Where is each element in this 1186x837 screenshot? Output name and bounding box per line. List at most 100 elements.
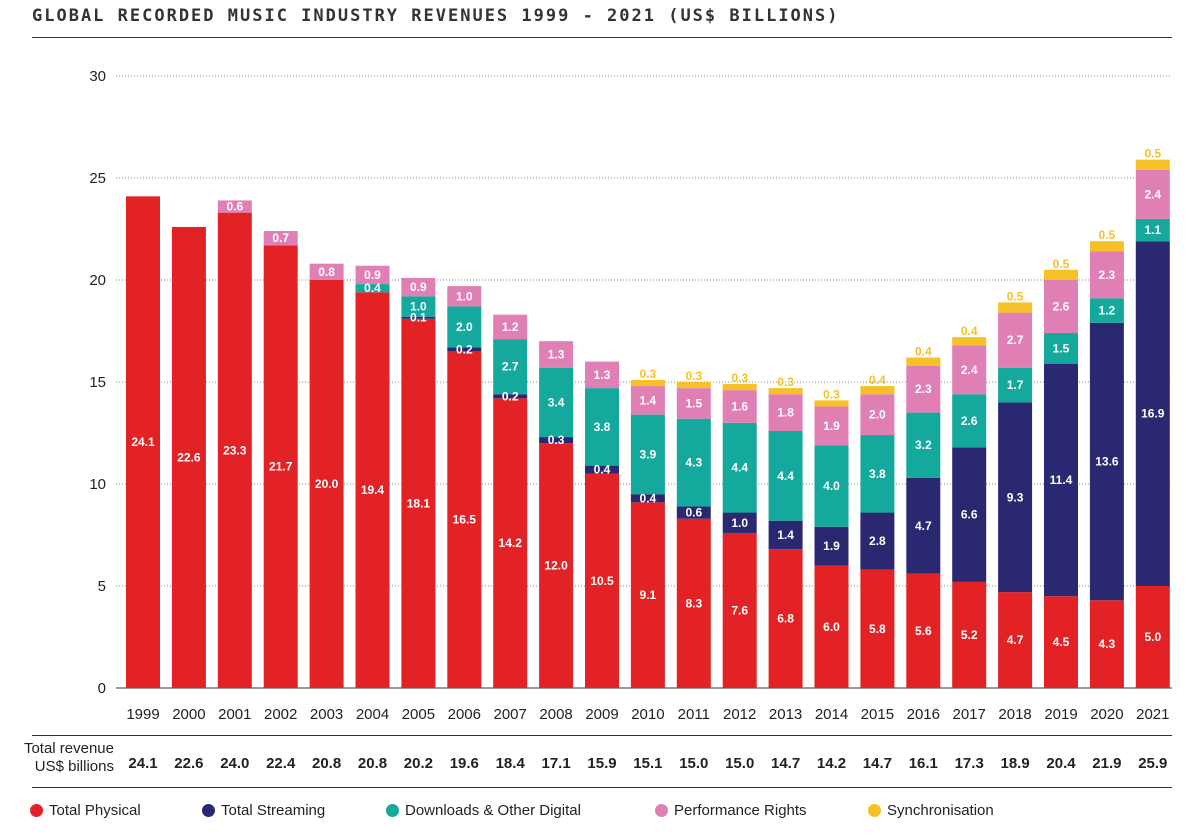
x-tick-label: 2000 [172,706,205,723]
bar-segment [263,245,298,688]
bar-segment [676,418,711,507]
bar-segment [676,518,711,688]
bar-data-label: 0.5 [1099,228,1116,242]
bar-segment [630,502,665,688]
legend-item: Total Physical [30,802,141,819]
totals-top-divider [32,735,1172,736]
bar-segment [447,347,482,352]
bar-data-label: 0.2 [502,389,519,403]
bar-data-label: 4.7 [1007,633,1024,647]
bar-data-label: 0.6 [226,200,243,214]
total-revenue-value: 15.0 [679,755,708,772]
totals-row-label: Total revenue US$ billions [4,740,114,776]
x-tick-label: 2019 [1044,706,1077,723]
bar-data-label: 0.3 [731,371,748,385]
bar-segment [1044,596,1078,688]
bar-segment [217,212,252,688]
bar-segment [217,200,252,213]
bar-data-label: 2.3 [1099,268,1116,282]
bar-segment [539,341,574,368]
bar-segment [814,526,849,566]
bar-segment [722,390,757,423]
bar-segment [1135,218,1170,242]
bar-segment [539,443,574,688]
bar-data-label: 1.3 [594,368,611,382]
bar-segment [860,569,895,688]
bar-data-label: 0.4 [869,373,886,387]
total-revenue-value: 17.3 [955,755,984,772]
bar-segment [768,430,803,521]
bar-segment [952,337,987,346]
bar-segment [355,265,390,285]
bar-data-label: 4.4 [731,461,748,475]
bar-data-label: 21.7 [269,460,293,474]
bar-segment [814,400,849,407]
total-revenue-value: 15.1 [633,755,662,772]
bar-segment [126,196,160,689]
bar-data-label: 3.4 [548,395,565,409]
bar-data-label: 2.4 [1144,187,1161,201]
bar-segment [906,412,941,478]
bar-data-label: 0.3 [548,433,565,447]
x-tick-label: 2006 [448,706,481,723]
bar-segment [493,339,528,395]
x-tick-label: 2007 [494,706,527,723]
bar-data-label: 2.0 [869,408,886,422]
bar-segment [676,506,711,519]
bar-data-label: 6.6 [961,508,978,522]
total-revenue-value: 20.4 [1046,755,1076,772]
legend-item: Synchronisation [868,802,994,819]
total-revenue-value: 20.2 [404,755,433,772]
total-revenue-value: 19.6 [450,755,479,772]
bar-data-label: 1.3 [548,347,565,361]
x-tick-label: 2009 [585,706,618,723]
x-tick-label: 2021 [1136,706,1169,723]
bar-data-label: 2.7 [502,360,519,374]
total-revenue-value: 25.9 [1138,755,1167,772]
total-revenue-value: 22.6 [174,755,203,772]
total-revenue-value: 18.4 [496,755,526,772]
bar-data-label: 5.8 [869,622,886,636]
total-revenue-value: 15.9 [587,755,616,772]
x-tick-label: 2011 [678,706,710,723]
total-revenue-value: 21.9 [1092,755,1121,772]
bar-segment [1135,586,1170,688]
bar-data-label: 1.9 [823,539,840,553]
bar-segment [860,435,895,513]
y-tick-label: 25 [89,170,106,187]
bar-data-label: 0.4 [915,345,932,359]
bar-data-label: 9.3 [1007,490,1024,504]
bar-segment [676,388,711,419]
bar-segment [952,447,987,582]
bar-segment [401,277,436,297]
bar-data-label: 1.4 [777,528,794,542]
bar-data-label: 4.7 [915,519,932,533]
bar-data-label: 0.3 [777,375,794,389]
legend-swatch [202,804,215,817]
bar-data-label: 0.3 [685,369,702,383]
total-revenue-value: 20.8 [312,755,341,772]
bar-data-label: 1.6 [731,399,748,413]
bar-segment [814,565,849,688]
bar-segment [630,379,665,387]
bar-data-label: 2.4 [961,363,978,377]
bar-segment [539,367,574,438]
x-tick-label: 2014 [815,706,848,723]
bar-segment [447,351,482,688]
bar-data-label: 9.1 [640,588,657,602]
bar-data-label: 12.0 [544,559,568,573]
bar-segment [1044,269,1078,280]
legend-item: Performance Rights [655,802,807,819]
bar-segment [952,581,987,688]
bar-segment [1089,241,1124,252]
bar-data-label: 5.0 [1144,630,1161,644]
bar-segment [539,437,574,444]
totals-bottom-divider [32,787,1172,788]
bar-segment [309,280,344,688]
bar-segment [860,512,895,570]
bar-data-label: 2.0 [456,320,473,334]
bar-data-label: 18.1 [407,496,431,510]
bar-segment [1089,322,1124,601]
x-tick-label: 2017 [953,706,986,723]
bar-data-label: 1.2 [502,320,519,334]
